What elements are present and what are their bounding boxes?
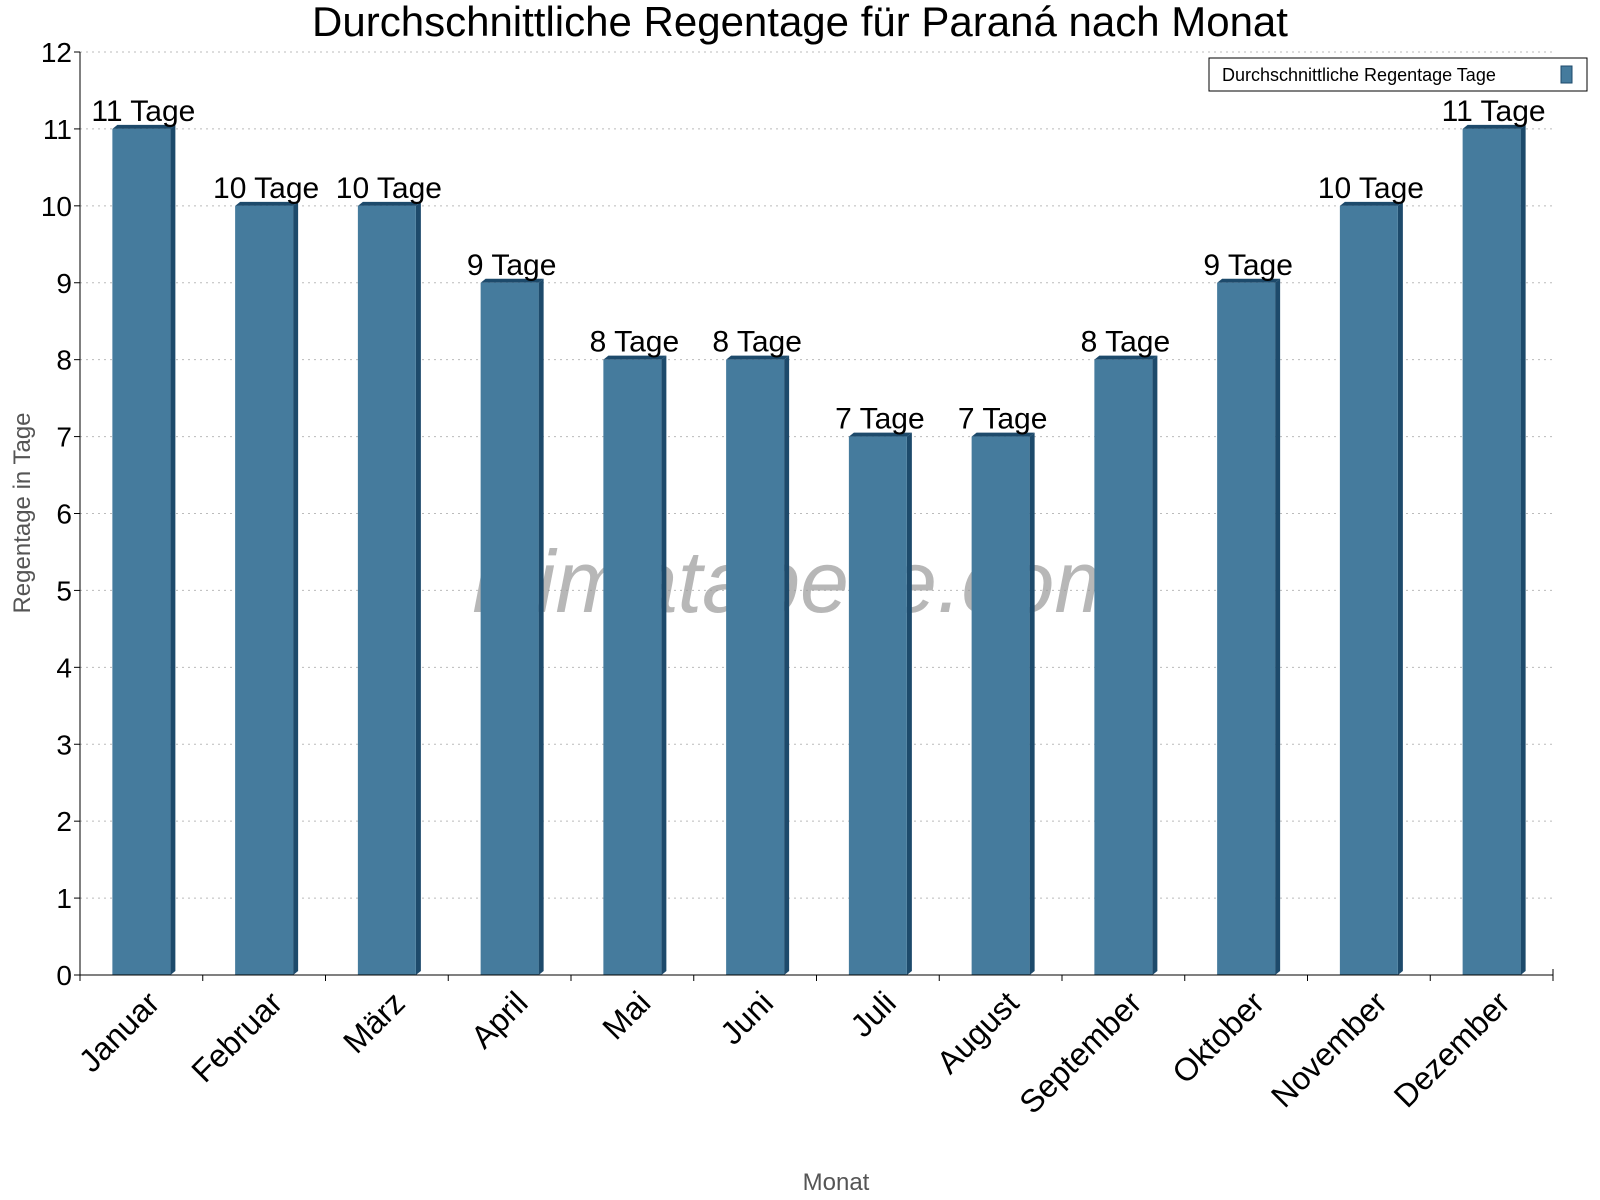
bar-top [1094,355,1158,360]
bar-top [357,201,421,206]
x-tick-label: Juli [843,984,902,1043]
data-label: 8 Tage [712,326,802,359]
data-label: 11 Tage [1442,95,1546,128]
bar-top [235,201,299,206]
y-tick-label: 11 [43,114,72,145]
chart-title: Durchschnittliche Regentage für Paraná n… [312,0,1288,45]
y-tick-label: 3 [56,729,72,760]
legend-label: Durchschnittliche Regentage Tage [1222,65,1496,85]
bar [1094,359,1153,976]
bar-side [1275,278,1281,975]
y-tick-label: 6 [56,499,72,530]
bar-side [1397,201,1403,976]
y-axis-title: Regentage in Tage [9,412,36,613]
data-label: 7 Tage [958,403,1048,436]
data-label: 8 Tage [1081,326,1171,359]
bar-top [603,355,667,360]
x-tick-label: März [336,984,412,1060]
y-tick-label: 2 [56,806,72,837]
bar [848,436,907,975]
bar-top [848,432,912,437]
y-tick-label: 8 [56,345,72,376]
data-label: 9 Tage [1203,249,1293,282]
data-label: 8 Tage [590,326,680,359]
y-tick-label: 5 [56,575,72,606]
bar [1462,128,1521,975]
bar [726,359,785,976]
bar-side [1152,355,1158,976]
bar-top [480,278,544,283]
x-axis-title: Monat [803,1169,870,1196]
data-label: 10 Tage [336,172,442,205]
bar [603,359,662,976]
bar-side [415,201,421,976]
x-tick-label: August [930,984,1026,1080]
bar [235,205,294,976]
bar-side [538,278,544,975]
bar-top [726,355,790,360]
y-tick-label: 7 [56,422,72,453]
bar [480,282,539,975]
bar-side [1029,432,1035,975]
x-tick-label: Juni [713,984,780,1051]
legend: Durchschnittliche Regentage Tage [1208,57,1588,92]
x-tick-label: Oktober [1165,984,1271,1090]
bar-top [1217,278,1281,283]
bar-side [906,432,912,975]
x-tick-label: Dezember [1387,984,1517,1114]
bar-top [1339,201,1403,206]
data-label: 7 Tage [835,403,925,436]
bar-side [661,355,667,976]
legend-swatch [1560,65,1573,84]
x-tick-label: September [1012,984,1148,1120]
bar-side [293,201,299,976]
bar [1217,282,1276,975]
y-tick-label: 12 [41,37,72,68]
bar-side [784,355,790,976]
bar [112,128,171,975]
x-tick-label: November [1264,984,1394,1114]
bar-side [170,124,176,975]
y-tick-label: 1 [56,883,72,914]
data-label: 11 Tage [91,95,195,128]
x-tick-label: April [464,984,535,1055]
data-label: 10 Tage [213,172,319,205]
bar [971,436,1030,975]
bar-top [1462,124,1526,129]
bar [1339,205,1398,976]
y-tick-label: 4 [56,652,72,683]
bar-side [1520,124,1526,975]
x-tick-label: Mai [595,984,657,1046]
bar-top [112,124,176,129]
data-label: 9 Tage [467,249,557,282]
bar-top [971,432,1035,437]
x-tick-label: Januar [72,984,167,1079]
y-tick-label: 10 [41,191,72,222]
bar [357,205,416,976]
y-tick-label: 0 [56,960,72,991]
data-label: 10 Tage [1318,172,1424,205]
x-tick-label: Februar [184,984,289,1089]
y-tick-label: 9 [56,268,72,299]
